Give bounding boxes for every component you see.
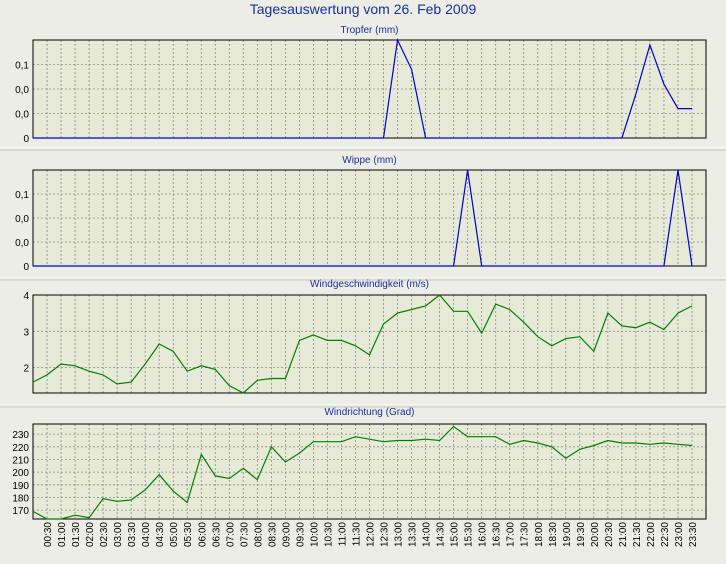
panel-2-ytick-label: 0,0: [15, 238, 29, 249]
x-tick-label: 16:30: [492, 522, 503, 547]
x-tick-label: 19:00: [562, 522, 573, 547]
panel-1-title: Tropfer (mm): [341, 25, 399, 36]
panel-4-ytick-label: 170: [12, 506, 29, 517]
x-tick-label: 01:30: [71, 522, 82, 547]
x-tick-label: 00:30: [43, 522, 54, 547]
x-tick-label: 08:00: [253, 522, 264, 547]
x-tick-label: 09:00: [281, 522, 292, 547]
x-tick-label: 02:00: [85, 522, 96, 547]
x-tick-label: 11:00: [338, 522, 349, 547]
panel-4-ytick-label: 200: [12, 468, 29, 479]
page-title: Tagesauswertung vom 26. Feb 2009: [249, 1, 477, 17]
panel-3-ytick-label: 3: [23, 327, 29, 338]
x-tick-label: 01:00: [57, 522, 68, 547]
x-tick-label: 13:30: [408, 522, 419, 547]
x-tick-label: 20:00: [590, 522, 601, 547]
x-tick-label: 14:30: [436, 522, 447, 547]
x-tick-label: 23:00: [674, 522, 685, 547]
panel-4-ytick-label: 210: [12, 455, 29, 466]
x-tick-label: 22:00: [646, 522, 657, 547]
x-tick-label: 05:30: [183, 522, 194, 547]
panel-1-ytick-label: 0,0: [15, 110, 29, 121]
x-tick-label: 17:00: [506, 522, 517, 547]
x-tick-label: 21:30: [632, 522, 643, 547]
x-tick-label: 07:30: [239, 522, 250, 547]
panel-4-ytick-label: 180: [12, 493, 29, 504]
x-tick-label: 07:00: [225, 522, 236, 547]
x-tick-label: 12:30: [380, 522, 391, 547]
panel-separator-1: [0, 278, 726, 281]
x-tick-label: 12:00: [366, 522, 377, 547]
panel-2-series-line: [33, 169, 693, 267]
panel-3-ytick-label: 2: [23, 364, 29, 375]
x-tick-label: 10:00: [309, 522, 320, 547]
x-tick-label: 06:00: [197, 522, 208, 547]
x-tick-label: 15:30: [464, 522, 475, 547]
x-tick-label: 06:30: [211, 522, 222, 547]
x-tick-label: 09:30: [295, 522, 306, 547]
panel-3-ytick-label: 4: [23, 291, 29, 302]
panel-1-series-line: [33, 37, 692, 139]
panel-1-ytick-label: 0: [23, 134, 29, 145]
x-tick-label: 15:00: [450, 522, 461, 547]
x-tick-label: 13:00: [394, 522, 405, 547]
x-tick-label: 03:00: [113, 522, 124, 547]
panel-2-ytick-label: 0: [23, 262, 29, 273]
x-tick-label: 20:30: [604, 522, 615, 547]
panel-1-ytick-label: 0,1: [15, 61, 29, 72]
x-tick-label: 02:30: [99, 522, 110, 547]
x-tick-label: 03:30: [127, 522, 138, 547]
panel-4-title: Windrichtung (Grad): [324, 407, 414, 418]
panel-4-ytick-label: 230: [12, 430, 29, 441]
panel-1-ytick-label: 0,0: [15, 85, 29, 96]
panel-3-series-line: [32, 294, 693, 394]
panel-4-ytick-label: 220: [12, 443, 29, 454]
x-tick-label: 18:30: [548, 522, 559, 547]
panel-4-ytick-label: 190: [12, 481, 29, 492]
x-tick-label: 22:30: [660, 522, 671, 547]
panel-4-plot-area: [33, 424, 706, 519]
x-tick-label: 10:30: [323, 522, 334, 547]
panel-2-title: Wippe (mm): [342, 155, 396, 166]
panel-separator-2: [0, 405, 726, 408]
x-tick-label: 18:00: [534, 522, 545, 547]
x-tick-label: 17:30: [520, 522, 531, 547]
x-tick-label: 19:30: [576, 522, 587, 547]
panel-3-frame: [32, 294, 707, 394]
x-tick-label: 23:30: [688, 522, 699, 547]
panel-separator-0: [0, 148, 726, 151]
x-tick-label: 04:00: [141, 522, 152, 547]
x-tick-label: 11:30: [352, 522, 363, 547]
panel-2-ytick-label: 0,1: [15, 190, 29, 201]
x-tick-label: 14:00: [422, 522, 433, 547]
x-tick-label: 05:00: [169, 522, 180, 547]
x-tick-label: 16:00: [478, 522, 489, 547]
panel-3-title: Windgeschwindigkeit (m/s): [310, 279, 429, 290]
x-tick-label: 04:30: [155, 522, 166, 547]
panel-4-frame: [32, 423, 707, 520]
x-tick-label: 08:30: [267, 522, 278, 547]
panel-4-series-line: [32, 425, 693, 520]
panel-2-ytick-label: 0,0: [15, 214, 29, 225]
x-tick-label: 21:00: [618, 522, 629, 547]
